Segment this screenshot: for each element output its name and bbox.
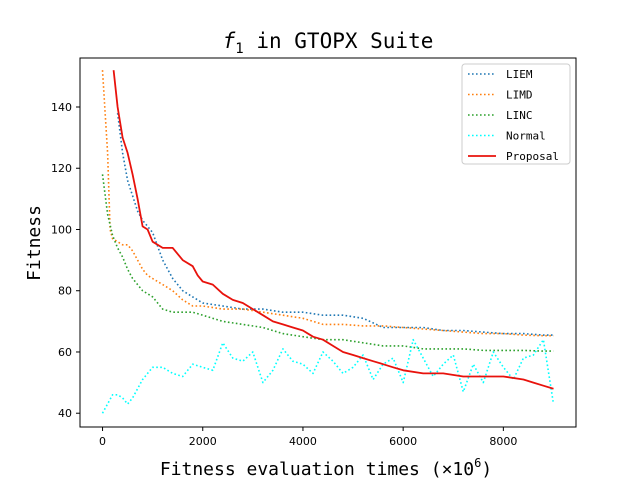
series-layer (101, 70, 555, 414)
chart-title-rest: in GTOPX Suite (244, 29, 434, 53)
series-line-liem (116, 113, 554, 336)
y-tick-label: 80 (58, 285, 72, 298)
x-tick-label: 0 (99, 435, 106, 448)
x-axis-label-close: ) (481, 459, 492, 480)
x-tick-label: 2000 (189, 435, 217, 448)
y-tick-label: 100 (51, 223, 72, 236)
legend-label-proposal: Proposal (506, 150, 559, 163)
legend-label-linc: LINC (506, 109, 533, 122)
y-tick-label: 140 (51, 101, 72, 114)
y-tick-label: 60 (58, 346, 72, 359)
legend-box (461, 63, 571, 165)
legend: LIEM LIMD LINC Normal Proposal (461, 63, 571, 165)
y-tick-label: 120 (51, 162, 72, 175)
x-axis-label-text: Fitness evaluation times (×10 (160, 459, 474, 480)
chart-title-subscript: 1 (235, 41, 243, 57)
series-line-proposal (112, 70, 554, 390)
plot-frame (79, 57, 577, 428)
x-axis-label: Fitness evaluation times (×106) (160, 456, 492, 480)
x-tick-label: 6000 (389, 435, 417, 448)
y-axis-label: Fitness (24, 205, 45, 281)
legend-label-liem: LIEM (506, 68, 533, 81)
y-tick-label: 40 (58, 407, 72, 420)
chart-title: f1 in GTOPX Suite (223, 29, 434, 57)
series-line-limd (101, 70, 554, 337)
chart-title-f: f (223, 29, 236, 53)
x-axis-label-exponent: 6 (474, 456, 481, 470)
y-axis-ticks: 40 60 80 100 120 140 (51, 101, 80, 420)
series-line-linc (101, 174, 554, 352)
legend-label-normal: Normal (506, 130, 546, 143)
x-tick-label: 4000 (289, 435, 317, 448)
x-tick-label: 8000 (489, 435, 517, 448)
legend-label-limd: LIMD (506, 89, 533, 102)
x-axis-ticks: 0 2000 4000 6000 8000 (99, 427, 517, 448)
